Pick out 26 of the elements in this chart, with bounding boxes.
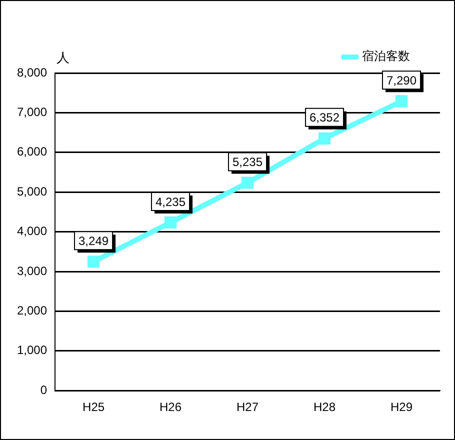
y-tick-label: 1,000 bbox=[17, 343, 48, 358]
y-tick-label: 3,000 bbox=[17, 264, 48, 278]
point bbox=[164, 216, 177, 229]
x-tick-label: H26 bbox=[160, 400, 182, 414]
data-label: 6,352 bbox=[309, 110, 340, 125]
data-label: 3,249 bbox=[78, 234, 109, 248]
y-tick-label: 4,000 bbox=[17, 224, 48, 238]
point bbox=[241, 176, 254, 189]
point bbox=[318, 132, 331, 144]
data-label: 7,290 bbox=[386, 74, 417, 88]
data-label: 5,235 bbox=[232, 155, 263, 170]
x-tick-label: H28 bbox=[314, 400, 336, 414]
y-tick-label: 7,000 bbox=[17, 105, 48, 120]
point bbox=[395, 95, 408, 108]
x-tick-label: H29 bbox=[390, 400, 413, 414]
y-tick-label: 0 bbox=[40, 382, 48, 397]
y-tick-label: 8,000 bbox=[17, 65, 48, 80]
x-tick-label: H27 bbox=[236, 400, 259, 414]
point bbox=[87, 256, 100, 268]
y-tick-label: 6,000 bbox=[17, 144, 48, 159]
y-tick-label: 5,000 bbox=[17, 184, 48, 198]
data-label: 4,235 bbox=[156, 194, 186, 209]
legend-label: 宿泊客数 bbox=[362, 49, 410, 64]
y-axis-title: 人 bbox=[56, 50, 70, 66]
x-tick-label: H25 bbox=[82, 400, 105, 414]
y-tick-label: 2,000 bbox=[17, 304, 48, 318]
